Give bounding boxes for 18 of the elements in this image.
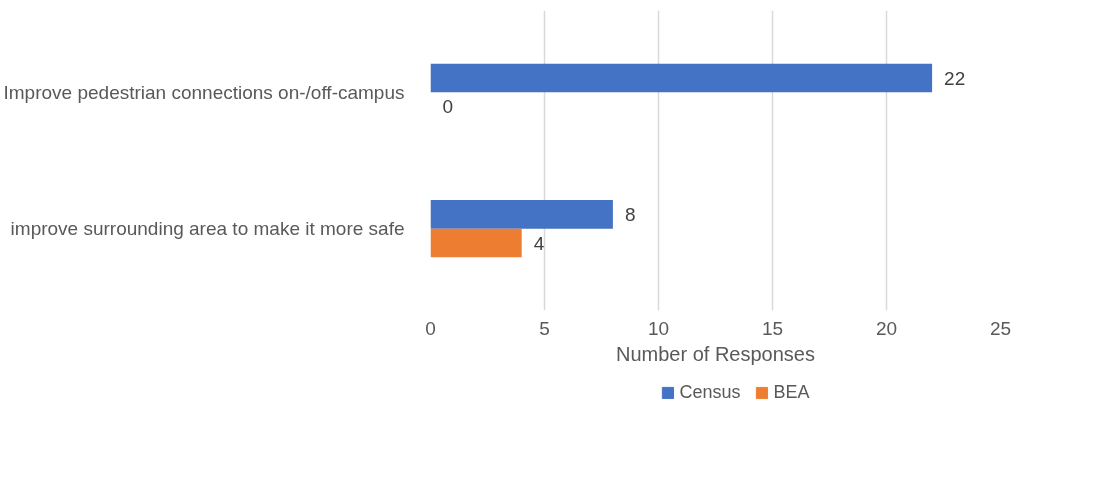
x-tick-label: 15 [761,317,784,339]
data-label: 4 [533,232,545,254]
data-label: 22 [944,67,966,89]
legend-label: Census [679,381,741,403]
x-tick-label: 5 [539,317,550,339]
x-axis-title: Number of Responses [616,342,815,365]
y-tick-label: improve surrounding area to make it more safe [10,218,405,240]
bar [430,228,522,258]
legend-label: BEA [773,381,810,403]
x-tick-label: 0 [425,317,436,339]
x-tick-label: 25 [989,317,1012,339]
data-label: 8 [624,203,636,225]
bar [430,63,933,93]
bar [430,200,613,229]
data-label: 0 [442,96,454,118]
x-tick-label: 20 [875,317,898,339]
x-tick-label: 10 [647,317,670,339]
y-tick-label: Improve pedestrian connections on-/off-campus [3,81,405,103]
